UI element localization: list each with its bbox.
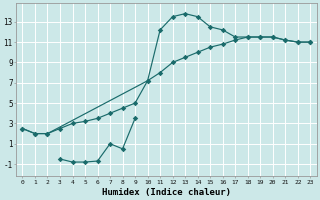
X-axis label: Humidex (Indice chaleur): Humidex (Indice chaleur): [102, 188, 231, 197]
